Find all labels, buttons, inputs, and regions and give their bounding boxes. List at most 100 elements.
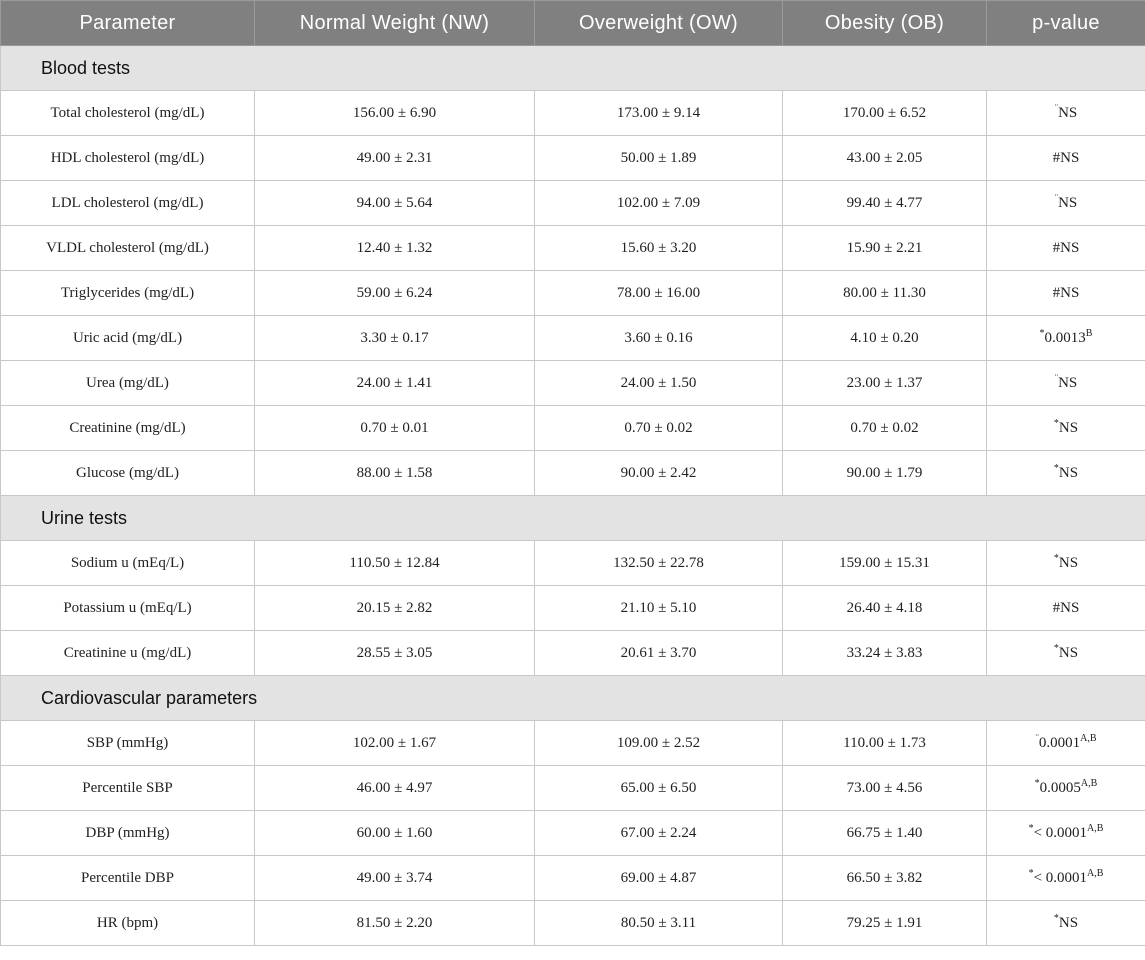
parameter-cell: Uric acid (mg/dL): [0, 315, 255, 361]
p-value-cell: #NS: [986, 270, 1145, 316]
p-value-text: #NS: [1052, 599, 1080, 616]
section-row: Blood tests: [0, 45, 1145, 91]
p-value-text: #NS: [1052, 239, 1080, 256]
obesity-cell: 66.75 ± 1.40: [782, 810, 987, 856]
parameter-cell: Percentile SBP: [0, 765, 255, 811]
overweight-cell: 173.00 ± 9.14: [534, 90, 783, 136]
p-value-superscript: B: [1085, 327, 1093, 339]
table-row: Urea (mg/dL) 24.00 ± 1.41 24.00 ± 1.50 23.0…: [0, 360, 1145, 406]
p-value-marker: *: [1053, 642, 1059, 654]
overweight-cell: 80.50 ± 3.11: [534, 900, 783, 946]
header-normal-weight: Normal Weight (NW): [254, 0, 535, 46]
overweight-cell: 69.00 ± 4.87: [534, 855, 783, 901]
p-value-marker: *: [1053, 462, 1059, 474]
overweight-cell: 15.60 ± 3.20: [534, 225, 783, 271]
obesity-cell: 159.00 ± 15.31: [782, 540, 987, 586]
table-row: HDL cholesterol (mg/dL) 49.00 ± 2.31 50.00…: [0, 135, 1145, 181]
p-value-marker: *: [1053, 417, 1059, 429]
normal-weight-cell: 156.00 ± 6.90: [254, 90, 535, 136]
p-value-cell: ¨NS: [986, 90, 1145, 136]
header-p-value: p-value: [986, 0, 1145, 46]
parameter-cell: DBP (mmHg): [0, 810, 255, 856]
p-value-cell: *NS: [986, 900, 1145, 946]
normal-weight-cell: 94.00 ± 5.64: [254, 180, 535, 226]
normal-weight-cell: 12.40 ± 1.32: [254, 225, 535, 271]
p-value-marker: ¨: [1054, 102, 1059, 114]
p-value-text: NS: [1058, 464, 1079, 481]
p-value-marker: *: [1034, 777, 1040, 789]
parameter-cell: VLDL cholesterol (mg/dL): [0, 225, 255, 271]
table-row: Potassium u (mEq/L) 20.15 ± 2.82 21.10 ± 5…: [0, 585, 1145, 631]
p-value-text: NS: [1058, 374, 1078, 391]
normal-weight-cell: 0.70 ± 0.01: [254, 405, 535, 451]
p-value-text: NS: [1058, 194, 1078, 211]
parameter-cell: Percentile DBP: [0, 855, 255, 901]
parameter-cell: Potassium u (mEq/L): [0, 585, 255, 631]
normal-weight-cell: 81.50 ± 2.20: [254, 900, 535, 946]
parameter-cell: Glucose (mg/dL): [0, 450, 255, 496]
obesity-cell: 90.00 ± 1.79: [782, 450, 987, 496]
p-value-marker: *: [1053, 552, 1059, 564]
obesity-cell: 73.00 ± 4.56: [782, 765, 987, 811]
p-value-text: 0.0013: [1044, 329, 1086, 346]
section-row: Cardiovascular parameters: [0, 675, 1145, 721]
normal-weight-cell: 60.00 ± 1.60: [254, 810, 535, 856]
p-value-cell: *0.0013B: [986, 315, 1145, 361]
header-row: Parameter Normal Weight (NW) Overweight …: [0, 0, 1145, 46]
p-value-marker: *: [1039, 327, 1045, 339]
table-row: Sodium u (mEq/L) 110.50 ± 12.84 132.50 ± 2…: [0, 540, 1145, 586]
normal-weight-cell: 88.00 ± 1.58: [254, 450, 535, 496]
p-value-cell: *NS: [986, 405, 1145, 451]
table-row: Percentile DBP 49.00 ± 3.74 69.00 ± 4.87 66…: [0, 855, 1145, 901]
table-row: HR (bpm) 81.50 ± 2.20 80.50 ± 3.11 79.25 ± …: [0, 900, 1145, 946]
normal-weight-cell: 28.55 ± 3.05: [254, 630, 535, 676]
header-parameter: Parameter: [0, 0, 255, 46]
overweight-cell: 65.00 ± 6.50: [534, 765, 783, 811]
overweight-cell: 3.60 ± 0.16: [534, 315, 783, 361]
obesity-cell: 26.40 ± 4.18: [782, 585, 987, 631]
p-value-marker: ¨: [1054, 372, 1059, 384]
obesity-cell: 170.00 ± 6.52: [782, 90, 987, 136]
table-row: VLDL cholesterol (mg/dL) 12.40 ± 1.32 15.6…: [0, 225, 1145, 271]
p-value-cell: *NS: [986, 540, 1145, 586]
p-value-text: NS: [1058, 644, 1079, 661]
table-row: Glucose (mg/dL) 88.00 ± 1.58 90.00 ± 2.42 9…: [0, 450, 1145, 496]
p-value-text: 0.0005: [1039, 779, 1081, 796]
normal-weight-cell: 102.00 ± 1.67: [254, 720, 535, 766]
parameter-cell: HDL cholesterol (mg/dL): [0, 135, 255, 181]
p-value-marker: *: [1028, 822, 1034, 834]
p-value-text: 0.0001: [1038, 734, 1081, 751]
parameter-cell: Sodium u (mEq/L): [0, 540, 255, 586]
obesity-cell: 66.50 ± 3.82: [782, 855, 987, 901]
obesity-cell: 43.00 ± 2.05: [782, 135, 987, 181]
obesity-cell: 80.00 ± 11.30: [782, 270, 987, 316]
p-value-cell: *0.0005A,B: [986, 765, 1145, 811]
p-value-text: NS: [1058, 104, 1078, 121]
parameter-cell: Total cholesterol (mg/dL): [0, 90, 255, 136]
p-value-cell: *< 0.0001A,B: [986, 810, 1145, 856]
obesity-cell: 0.70 ± 0.02: [782, 405, 987, 451]
table-row: DBP (mmHg) 60.00 ± 1.60 67.00 ± 2.24 66.75 …: [0, 810, 1145, 856]
normal-weight-cell: 24.00 ± 1.41: [254, 360, 535, 406]
table-row: Triglycerides (mg/dL) 59.00 ± 6.24 78.00 ±…: [0, 270, 1145, 316]
header-overweight: Overweight (OW): [534, 0, 783, 46]
overweight-cell: 109.00 ± 2.52: [534, 720, 783, 766]
overweight-cell: 78.00 ± 16.00: [534, 270, 783, 316]
p-value-cell: *< 0.0001A,B: [986, 855, 1145, 901]
normal-weight-cell: 49.00 ± 3.74: [254, 855, 535, 901]
p-value-text: NS: [1058, 554, 1079, 571]
p-value-cell: #NS: [986, 585, 1145, 631]
p-value-text: NS: [1058, 914, 1079, 931]
header-obesity: Obesity (OB): [782, 0, 987, 46]
p-value-superscript: A,B: [1080, 732, 1097, 744]
p-value-cell: #NS: [986, 135, 1145, 181]
p-value-cell: *NS: [986, 450, 1145, 496]
p-value-text: #NS: [1052, 284, 1080, 301]
obesity-cell: 23.00 ± 1.37: [782, 360, 987, 406]
p-value-text: < 0.0001: [1033, 824, 1088, 841]
table-row: Percentile SBP 46.00 ± 4.97 65.00 ± 6.50 73…: [0, 765, 1145, 811]
table-body: Blood tests Total cholesterol (mg/dL) 156.…: [0, 45, 1145, 946]
section-row: Urine tests: [0, 495, 1145, 541]
normal-weight-cell: 3.30 ± 0.17: [254, 315, 535, 361]
p-value-text: < 0.0001: [1033, 869, 1088, 886]
